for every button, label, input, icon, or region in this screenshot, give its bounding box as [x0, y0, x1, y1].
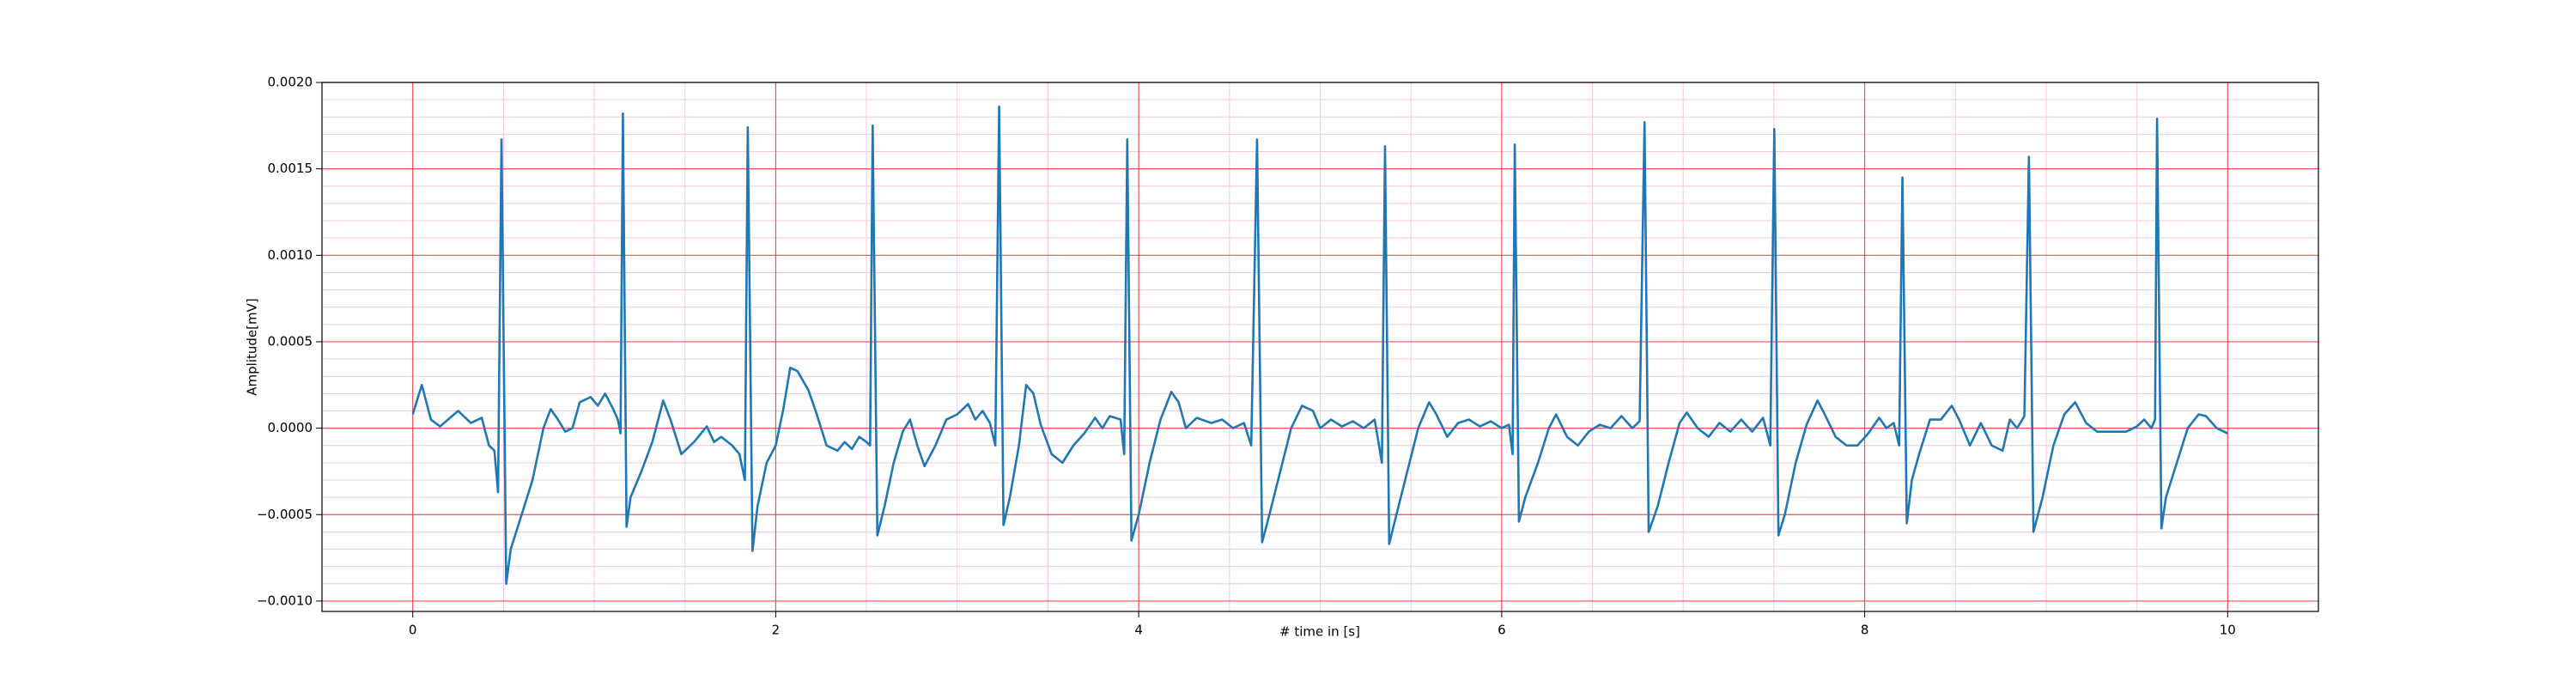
y-tick-label: 0.0020 [268, 75, 313, 90]
y-axis-label: Amplitude[mV] [245, 298, 260, 395]
y-tick-label: −0.0005 [257, 507, 313, 522]
plot-frame [321, 82, 2319, 612]
x-tick-label: 0 [409, 623, 417, 638]
x-tick-label: 4 [1134, 623, 1143, 638]
x-tick-label: 8 [1861, 623, 1869, 638]
x-tick-label: 6 [1498, 623, 1506, 638]
x-tick-label: 2 [772, 623, 781, 638]
y-tick-label: −0.0010 [257, 593, 313, 608]
x-tick-label: 10 [2220, 623, 2236, 638]
ecg-line [411, 105, 2228, 586]
y-tick-label: 0.0015 [268, 161, 313, 176]
y-tick-label: 0.0005 [268, 333, 313, 349]
x-axis-label: # time in [s] [1279, 624, 1360, 640]
y-tick-label: 0.0010 [268, 247, 313, 263]
y-tick-label: 0.0000 [268, 420, 313, 435]
